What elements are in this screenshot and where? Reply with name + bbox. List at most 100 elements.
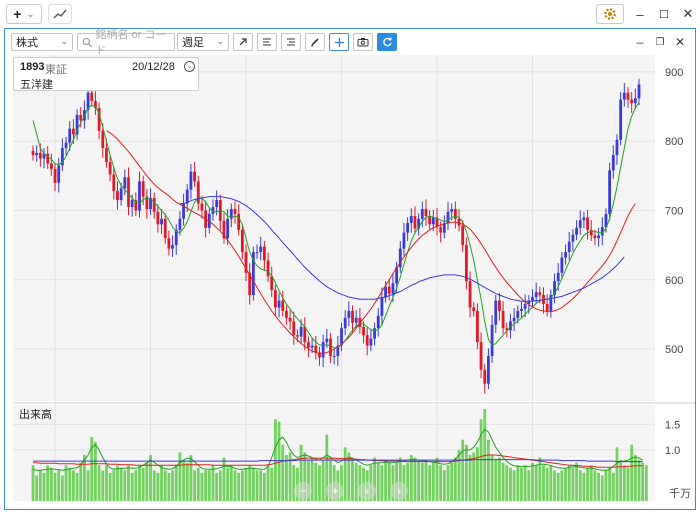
minimize-button[interactable]: –	[636, 6, 644, 22]
add-tab-button[interactable]: + ⌄	[6, 4, 42, 24]
candle-body	[68, 128, 72, 143]
period-select[interactable]: 週足 ⌄	[177, 33, 229, 51]
volume-bar	[358, 465, 362, 501]
volume-bar	[226, 467, 230, 501]
volume-bar	[307, 460, 310, 501]
stock-chart[interactable]: 500 600 700 800 900 18/04/02 18/10/01 19/04/01 1…	[5, 55, 695, 509]
refresh-button[interactable]	[377, 33, 397, 51]
candle-body	[75, 114, 79, 135]
volume-bar	[318, 465, 321, 501]
arrow-tool-button[interactable]	[233, 33, 253, 51]
settings-button[interactable]	[596, 4, 624, 24]
zoom-in-button[interactable]: +	[326, 482, 344, 500]
candle-body	[307, 342, 310, 348]
volume-bar	[182, 460, 185, 501]
candle-body	[35, 152, 39, 156]
volume-bar	[461, 439, 465, 501]
candle-body	[402, 232, 406, 249]
volume-bar	[86, 470, 90, 501]
price-plot-background	[13, 55, 655, 401]
scroll-left-button[interactable]: ‹	[358, 482, 376, 500]
candle-body	[556, 272, 560, 282]
company-name: 五洋建	[20, 79, 53, 91]
candle-body	[362, 326, 365, 336]
align-left-button[interactable]	[257, 33, 277, 51]
volume-bar	[520, 467, 523, 501]
volume-bar	[163, 470, 167, 501]
candle-body	[619, 99, 623, 140]
symbol-search[interactable]: 銘柄名 or コード	[77, 29, 175, 57]
candle-body	[549, 295, 553, 311]
zoom-out-button[interactable]: −	[294, 482, 312, 500]
stock-info-box: 1893 東証 20/12/28 ⌄ 五洋建	[13, 57, 199, 91]
chart-panel: 株式 ⌄ 銘柄名 or コード 週足 ⌄	[4, 28, 696, 510]
candle-body	[86, 92, 90, 111]
volume-bar	[340, 465, 343, 501]
align-left-icon	[263, 38, 271, 46]
candle-body	[611, 155, 615, 171]
chart-window-button[interactable]	[48, 4, 72, 24]
pencil-icon	[311, 38, 319, 47]
volume-bar	[49, 467, 53, 501]
candle-body	[498, 300, 501, 311]
volume-bar	[373, 457, 376, 501]
candle-body	[79, 114, 83, 121]
volume-bar	[501, 462, 505, 501]
scroll-left-icon: ‹	[365, 484, 369, 498]
volume-bar	[193, 470, 196, 501]
candle-body	[46, 153, 50, 164]
candle-body	[409, 216, 413, 223]
volume-bar	[38, 470, 42, 501]
volume-bar	[615, 447, 619, 501]
volume-bar	[593, 470, 597, 501]
align-right-button[interactable]	[281, 33, 301, 51]
volume-bar	[586, 467, 589, 501]
candle-body	[152, 198, 156, 212]
volume-bar	[299, 444, 303, 501]
volume-bar	[435, 457, 439, 501]
screenshot-button[interactable]	[353, 33, 373, 51]
volume-bar	[560, 470, 564, 501]
maximize-button[interactable]: ☐	[659, 8, 669, 21]
volume-bar	[545, 467, 549, 501]
candle-body	[505, 328, 509, 331]
volume-bar	[420, 462, 424, 501]
volume-bar	[240, 470, 244, 501]
close-button[interactable]: ✕	[682, 6, 694, 21]
candle-body	[259, 246, 263, 253]
volume-bar	[644, 465, 648, 501]
chevron-down-icon[interactable]: ⌄	[184, 61, 195, 72]
candle-body	[215, 200, 219, 208]
volume-bar	[196, 467, 200, 501]
candle-body	[123, 177, 127, 189]
volume-bar	[292, 465, 296, 501]
volume-bar	[119, 467, 123, 501]
volume-bar	[498, 457, 501, 501]
app-titlebar: + ⌄ – ☐ ✕	[0, 0, 700, 28]
panel-restore-button[interactable]: ❐	[655, 36, 665, 48]
crosshair-button[interactable]	[329, 33, 349, 51]
candle-body	[538, 292, 542, 296]
plus-icon: +	[13, 6, 22, 22]
category-select[interactable]: 株式 ⌄	[11, 33, 73, 51]
volume-bar	[211, 465, 215, 501]
scroll-right-button[interactable]: ›	[390, 482, 408, 500]
volume-bar	[321, 460, 325, 501]
volume-bar	[90, 437, 94, 501]
candle-body	[285, 310, 288, 318]
draw-button[interactable]	[305, 33, 325, 51]
candle-body	[255, 252, 259, 254]
panel-close-button[interactable]: ✕	[674, 35, 686, 49]
zoom-out-icon: −	[299, 484, 306, 498]
volume-bar	[549, 465, 553, 501]
volume-bar	[468, 455, 472, 501]
volume-bar	[185, 462, 189, 501]
volume-bar	[505, 465, 509, 501]
volume-bar	[464, 444, 468, 501]
panel-minimize-button[interactable]: –	[636, 35, 644, 49]
volume-bar	[567, 465, 571, 501]
candle-body	[365, 335, 369, 346]
period-value: 週足	[182, 37, 204, 49]
candle-body	[527, 300, 531, 305]
candle-body	[398, 248, 402, 268]
